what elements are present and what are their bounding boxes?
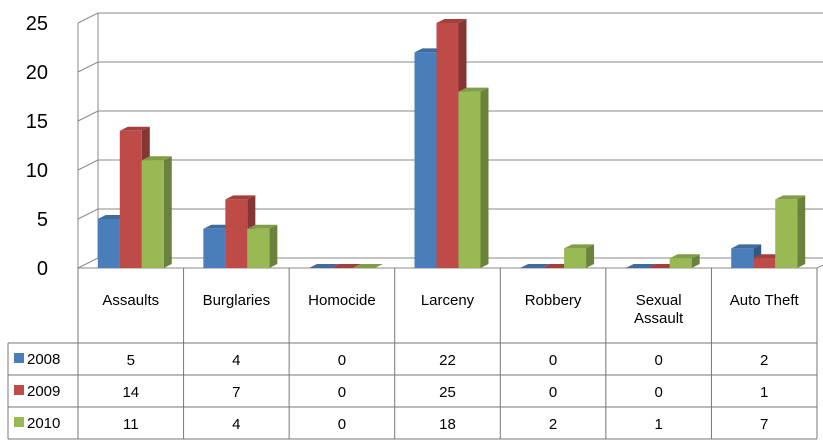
bar-top: [352, 264, 383, 268]
y-tick-label: 0: [37, 258, 48, 280]
table-cell: 1: [760, 384, 768, 401]
table-cell: 4: [232, 352, 240, 369]
category-label: Assaults: [102, 292, 159, 309]
bar-side: [480, 87, 489, 268]
table-cell: 7: [760, 416, 768, 433]
table-cell: 0: [338, 416, 346, 433]
bar: [775, 195, 806, 268]
bar-front: [669, 258, 692, 268]
bar-top: [775, 195, 806, 200]
gridline: [77, 110, 823, 122]
table-cell: 2: [760, 352, 768, 369]
gridline: [77, 12, 823, 24]
bar-front: [225, 199, 248, 268]
legend-swatch: [14, 353, 24, 363]
table-cell: 0: [549, 352, 557, 369]
table-cell: 0: [338, 352, 346, 369]
gridline: [77, 208, 823, 220]
y-tick-label: 25: [26, 13, 48, 35]
table-cell: 11: [123, 416, 139, 433]
bar: [458, 87, 489, 268]
bar-top: [119, 126, 150, 131]
bar-top: [731, 244, 762, 249]
bar-front: [564, 248, 587, 268]
table-cell: 1: [654, 416, 662, 433]
bar-top: [247, 224, 278, 229]
legend-label: 2008: [27, 351, 60, 368]
legend-swatch: [14, 417, 24, 427]
bars: [97, 19, 806, 269]
category-label: Homocide: [308, 292, 376, 309]
category-label: Burglaries: [203, 292, 271, 309]
bar-side: [586, 244, 595, 268]
bar: [247, 224, 278, 268]
table-cell: 2: [549, 416, 557, 433]
bar-front: [203, 228, 226, 268]
y-tick-label: 10: [26, 160, 48, 182]
table-cell: 5: [127, 352, 135, 369]
table-cell: 14: [122, 384, 139, 401]
bar-top: [225, 195, 256, 200]
bar-front: [731, 248, 754, 268]
legend-label: 2009: [27, 383, 60, 400]
bar-side: [269, 224, 278, 268]
y-tick-label: 5: [37, 209, 48, 231]
bar-top: [141, 156, 172, 161]
bar-front: [436, 23, 459, 268]
bar-side: [163, 156, 172, 268]
table-cell: 18: [439, 416, 456, 433]
bar-side: [691, 254, 700, 268]
bar-front: [753, 258, 776, 268]
bar-side: [797, 195, 806, 268]
bar-top: [436, 19, 467, 23]
table-cell: 0: [549, 384, 557, 401]
bar-top: [625, 264, 656, 268]
y-tick-label: 20: [26, 62, 48, 84]
bar-front: [414, 52, 437, 269]
bar-front: [119, 130, 142, 268]
y-axis: 0 5 10 15 20 25: [26, 13, 48, 280]
y-tick-label: 15: [26, 111, 48, 133]
bar: [625, 264, 656, 268]
table-cell: 0: [654, 384, 662, 401]
bar: [308, 264, 339, 268]
category-label: Sexual Assault: [634, 292, 684, 327]
table-cell: 7: [232, 384, 240, 401]
table-cell: 4: [232, 416, 240, 433]
gridlines: [77, 12, 823, 220]
bar: [352, 264, 383, 268]
bar-front: [141, 160, 164, 268]
bar: [520, 264, 551, 268]
gridline: [77, 159, 823, 171]
bar: [330, 264, 361, 268]
bar-front: [97, 219, 120, 268]
legend-swatch: [14, 385, 24, 395]
bar-front: [247, 228, 270, 268]
category-label: Larceny: [421, 292, 475, 309]
gridline: [77, 61, 823, 73]
table-cell: 22: [439, 352, 456, 369]
bar-top: [330, 264, 361, 268]
bar-front: [775, 199, 798, 268]
bar-top: [308, 264, 339, 268]
table-cell: 0: [654, 352, 662, 369]
category-label: Robbery: [525, 292, 582, 309]
bar-top: [520, 264, 551, 268]
category-label: Auto Theft: [730, 292, 800, 309]
bar: [141, 156, 172, 268]
table-cell: 0: [338, 384, 346, 401]
data-table: Assaults Burglaries Homocide Larceny Robbery…: [7, 268, 818, 440]
table-cell: 25: [439, 384, 456, 401]
bar-top: [669, 254, 700, 259]
bar: [669, 254, 700, 268]
bar: [564, 244, 595, 268]
bar-top: [564, 244, 595, 249]
legend-label: 2010: [27, 415, 60, 432]
bar-top: [458, 87, 489, 92]
bar-front: [458, 91, 481, 268]
